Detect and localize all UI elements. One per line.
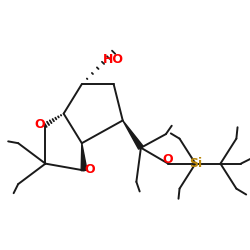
Polygon shape	[123, 120, 143, 149]
Text: HO: HO	[103, 52, 124, 66]
Text: Si: Si	[189, 157, 202, 170]
Text: O: O	[163, 153, 173, 166]
Text: O: O	[34, 118, 45, 132]
Text: O: O	[84, 163, 95, 176]
Polygon shape	[81, 143, 87, 171]
